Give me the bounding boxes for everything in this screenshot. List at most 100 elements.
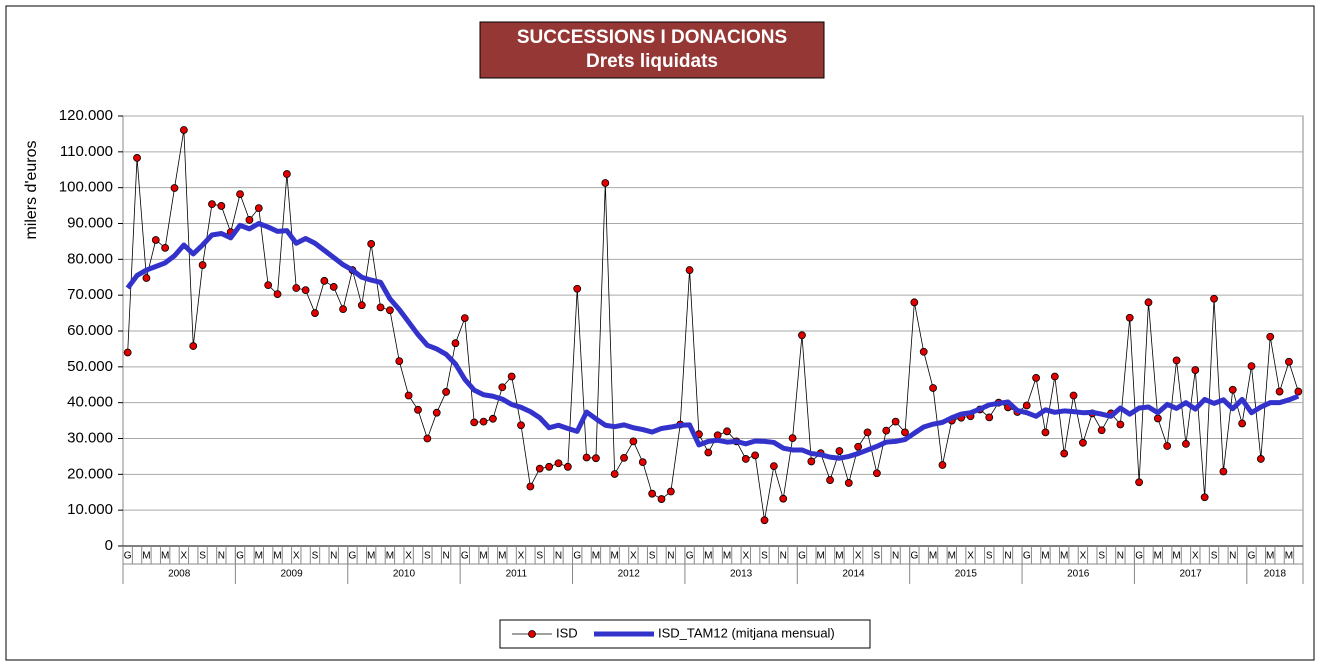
x-tick-label: N	[1229, 551, 1236, 562]
x-tick-label: N	[330, 551, 337, 562]
data-point	[601, 179, 610, 187]
x-tick-label: N	[1004, 551, 1011, 562]
data-point	[582, 453, 591, 462]
data-point	[1256, 455, 1265, 463]
data-point	[985, 413, 994, 422]
data-point	[788, 434, 797, 443]
data-point	[929, 384, 937, 392]
x-tick-label: M	[1285, 551, 1293, 562]
x-tick-label: M	[1041, 551, 1049, 562]
x-tick-label: S	[199, 551, 206, 562]
data-point	[610, 470, 619, 478]
x-tick-label: X	[630, 551, 637, 562]
data-point	[919, 347, 928, 356]
x-tick-label: M	[386, 551, 394, 562]
data-point	[1210, 294, 1218, 303]
data-point	[189, 342, 198, 350]
x-tick-label: X	[293, 551, 300, 562]
data-point	[526, 482, 535, 491]
data-point	[245, 216, 254, 224]
x-tick-label: G	[573, 551, 581, 562]
x-tick-label: X	[855, 551, 862, 562]
data-point	[1079, 438, 1087, 447]
x-tick-label: M	[273, 551, 281, 562]
data-point	[872, 469, 881, 478]
data-point	[1163, 442, 1172, 450]
data-point	[1060, 449, 1069, 458]
year-label: 2017	[1179, 569, 1202, 580]
data-point	[629, 437, 638, 446]
data-point	[292, 284, 301, 292]
y-tick-label: 80.000	[67, 250, 113, 267]
x-tick-label: G	[798, 551, 806, 562]
x-tick-label: M	[835, 551, 843, 562]
data-point	[1135, 478, 1144, 487]
data-point	[713, 431, 722, 440]
legend-marker	[528, 630, 536, 638]
x-tick-label: G	[910, 551, 918, 562]
data-point	[517, 421, 525, 430]
x-tick-label: M	[161, 551, 169, 562]
data-point	[1097, 426, 1106, 435]
x-tick-label: G	[1248, 551, 1256, 562]
data-point	[563, 462, 572, 471]
x-tick-label: N	[780, 551, 787, 562]
data-point	[1294, 387, 1303, 396]
x-tick-label: G	[1023, 551, 1031, 562]
chart-subtitle: Drets liquidats	[586, 51, 718, 72]
data-point	[807, 457, 816, 466]
year-label: 2018	[1264, 569, 1287, 580]
legend-label: ISD	[556, 625, 578, 640]
title-box	[479, 21, 825, 79]
data-point	[395, 357, 404, 366]
data-point	[217, 202, 226, 210]
x-tick-label: M	[1172, 551, 1180, 562]
x-tick-label: S	[536, 551, 543, 562]
x-tick-label: M	[817, 551, 825, 562]
data-point	[254, 204, 263, 212]
data-point	[451, 339, 460, 348]
y-tick-label: 120.000	[59, 107, 113, 124]
data-point	[554, 459, 563, 468]
data-point	[1041, 428, 1050, 437]
data-point	[273, 290, 282, 298]
data-point	[282, 170, 291, 178]
x-tick-label: G	[349, 551, 357, 562]
x-tick-label: G	[461, 551, 469, 562]
x-tick-label: M	[479, 551, 487, 562]
x-tick-label: G	[236, 551, 244, 562]
x-tick-label: N	[667, 551, 674, 562]
data-point	[442, 388, 450, 396]
data-point	[507, 372, 516, 381]
year-label: 2010	[393, 569, 416, 580]
data-point	[1200, 493, 1209, 502]
data-point	[723, 427, 731, 436]
y-tick-label: 50.000	[67, 358, 113, 375]
legend	[499, 619, 871, 649]
data-point	[657, 495, 666, 503]
x-tick-label: M	[142, 551, 150, 562]
data-point	[1032, 374, 1040, 382]
data-point	[1182, 439, 1190, 448]
x-tick-label: M	[498, 551, 506, 562]
data-point	[1050, 372, 1059, 381]
data-point	[685, 266, 694, 274]
x-tick-label: M	[1154, 551, 1162, 562]
data-point	[479, 417, 488, 426]
data-point	[882, 426, 891, 435]
data-point	[545, 462, 554, 471]
data-point	[910, 298, 919, 307]
series-line	[125, 221, 1300, 461]
y-tick-label: 60.000	[67, 322, 113, 339]
x-tick-label: M	[592, 551, 600, 562]
data-point	[891, 417, 900, 426]
data-point	[826, 476, 834, 484]
x-tick-label: M	[610, 551, 618, 562]
data-point	[367, 240, 376, 248]
y-axis-label: milers d'euros	[23, 140, 40, 239]
data-point	[835, 447, 844, 455]
legend-label: ISD_TAM12 (mitjana mensual)	[658, 625, 835, 640]
x-tick-label: M	[255, 551, 263, 562]
data-point	[198, 261, 207, 269]
